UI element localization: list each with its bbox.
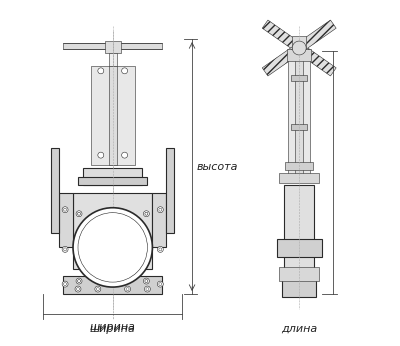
Bar <box>284 185 314 269</box>
Circle shape <box>157 246 163 252</box>
Circle shape <box>125 286 130 292</box>
Bar <box>166 148 174 233</box>
Bar <box>291 125 307 130</box>
Polygon shape <box>296 20 336 52</box>
Circle shape <box>98 68 104 74</box>
Text: высота: высота <box>197 162 238 172</box>
Circle shape <box>145 280 148 283</box>
Circle shape <box>64 283 66 285</box>
Circle shape <box>122 68 128 74</box>
Bar <box>63 276 162 294</box>
Bar <box>279 267 319 281</box>
Bar <box>73 193 152 269</box>
Circle shape <box>146 288 149 291</box>
Circle shape <box>122 152 128 158</box>
Bar <box>152 193 166 247</box>
Circle shape <box>76 211 82 217</box>
Circle shape <box>126 288 129 291</box>
Circle shape <box>62 281 68 287</box>
Bar <box>51 148 59 233</box>
Bar <box>285 162 313 170</box>
Text: ширина: ширина <box>90 324 136 334</box>
Bar <box>291 75 307 81</box>
Circle shape <box>96 288 99 291</box>
Bar <box>295 56 303 175</box>
Polygon shape <box>296 44 336 76</box>
Circle shape <box>145 212 148 215</box>
Circle shape <box>76 278 82 284</box>
Circle shape <box>78 212 80 215</box>
Bar <box>292 36 306 50</box>
Bar <box>279 173 319 183</box>
Circle shape <box>64 248 66 251</box>
Circle shape <box>159 208 162 211</box>
Circle shape <box>159 248 162 251</box>
Bar <box>109 53 117 155</box>
Circle shape <box>157 281 163 287</box>
Circle shape <box>76 288 80 291</box>
Bar <box>288 56 310 175</box>
Bar <box>78 177 148 185</box>
Circle shape <box>143 278 149 284</box>
Circle shape <box>62 246 68 252</box>
Circle shape <box>78 280 80 283</box>
Circle shape <box>143 211 149 217</box>
Circle shape <box>62 207 68 213</box>
Bar <box>105 41 121 53</box>
Bar <box>287 49 311 61</box>
Text: длина: длина <box>281 324 317 334</box>
Bar <box>83 168 142 185</box>
Circle shape <box>98 152 104 158</box>
Circle shape <box>73 208 152 287</box>
Circle shape <box>157 207 163 213</box>
Circle shape <box>159 283 162 285</box>
Polygon shape <box>262 20 302 52</box>
Bar <box>109 66 117 165</box>
Bar <box>63 43 162 49</box>
Bar <box>277 239 322 257</box>
Bar <box>282 277 316 297</box>
Circle shape <box>292 41 306 55</box>
Text: ширина: ширина <box>90 322 136 332</box>
Bar <box>91 66 134 165</box>
Bar <box>59 193 73 247</box>
Polygon shape <box>262 44 302 76</box>
Circle shape <box>78 213 148 282</box>
Circle shape <box>75 286 81 292</box>
Circle shape <box>144 286 150 292</box>
Circle shape <box>95 286 101 292</box>
Circle shape <box>64 208 66 211</box>
